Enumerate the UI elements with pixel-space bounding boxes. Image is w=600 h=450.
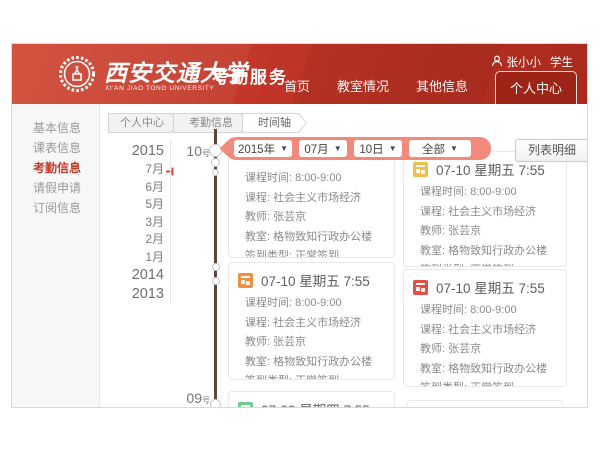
card-row-course-time: 课程时间: 8:00-9:00 [420, 304, 517, 316]
attendance-type-icon [238, 401, 253, 407]
university-name-cn: 西安交通大学 [104, 60, 248, 87]
person-icon [491, 55, 503, 70]
timeline-node [212, 263, 220, 271]
timeline-node [210, 399, 221, 407]
app-window: 西安交通大学 XI'AN JIAO TONG UNIVERSITY 考勤服务 张… [11, 43, 588, 408]
sidebar-item-leave-request[interactable]: 请假申请 [33, 181, 82, 195]
card-row-teacher: 教师: 张芸京 [245, 211, 307, 223]
card-row-teacher: 教师: 张芸京 [420, 225, 482, 237]
attendance-type-icon [413, 279, 428, 295]
main-content: 个人中心 考勤信息 时间轴 2015 7月 6月 5月 3月 2月 1月 201… [100, 104, 587, 407]
timeline-scale: 2015 7月 6月 5月 3月 2月 1月 2014 2013 [114, 142, 174, 304]
sidebar-item-subscription-info[interactable]: 订阅信息 [33, 201, 82, 215]
timeline-node [212, 169, 219, 176]
attendance-card: 07-10 星期五 7:55 课程时间: 8:00-9:00 课程: 社会主义市… [403, 151, 567, 267]
card-row-signin-type: 签到类型: 正常签到 [420, 261, 556, 266]
attendance-type-icon [238, 272, 253, 288]
card-title: 07-10 星期五 7:55 [436, 281, 545, 296]
year-dropdown[interactable]: 2015年 ▼ [234, 140, 292, 157]
day-dropdown[interactable]: 10日 ▼ [354, 140, 402, 157]
app-header: 西安交通大学 XI'AN JIAO TONG UNIVERSITY 考勤服务 张… [12, 44, 587, 104]
card-row-classroom: 教室: 格物致知行政办公楼 [420, 244, 548, 257]
timeline-node [211, 158, 220, 167]
sidebar-item-basic-info[interactable]: 基本信息 [33, 121, 82, 135]
timeline-day-10-label: 10号 [186, 143, 210, 159]
card-row-signin-type: 签到类型: 正常签到 [245, 372, 384, 379]
card-row-course: 课程: 社会主义市场经济 [420, 323, 537, 336]
chevron-down-icon: ▼ [388, 144, 397, 153]
breadcrumb-attendance-info[interactable]: 考勤信息 [173, 113, 249, 133]
scale-year-2015[interactable]: 2015 [131, 143, 164, 159]
nav-tab-personal-center[interactable]: 个人中心 [494, 71, 577, 104]
card-row-course-time: 课程时间: 8:00-9:00 [420, 186, 517, 198]
scale-month-may[interactable]: 5月 [145, 197, 164, 211]
date-filter-bar: 2015年 ▼ 07月 ▼ 10日 ▼ 全部 ▼ [219, 137, 491, 160]
card-row-course: 课程: 社会主义市场经济 [245, 316, 362, 329]
list-detail-button[interactable]: 列表明细 [515, 139, 587, 162]
timeline-node [212, 277, 220, 285]
card-title: 07-10 星期五 7:55 [436, 163, 545, 178]
attendance-type-icon [413, 161, 428, 177]
card-row-signin-type: 签到类型: 正常签到 [245, 250, 340, 258]
timeline-day-09-label: 09号 [186, 390, 210, 406]
scale-month-feb[interactable]: 2月 [145, 232, 164, 246]
user-name: 张小小 [506, 57, 542, 69]
card-title: 07-10 星期五 7:55 [261, 274, 370, 289]
card-row-classroom: 教室: 格物致知行政办公楼 [245, 355, 373, 368]
card-row-course: 课程: 社会主义市场经济 [245, 191, 362, 204]
card-row-signin-type: 签到类型: 正常签到 [420, 379, 556, 386]
breadcrumb-timeline[interactable]: 时间轴 [242, 113, 307, 133]
app-title: 考勤服务 [212, 68, 288, 87]
card-row-teacher: 教师: 张芸京 [420, 343, 482, 355]
sidebar-item-schedule-info[interactable]: 课表信息 [33, 141, 82, 155]
sidebar-item-attendance-info[interactable]: 考勤信息 [33, 161, 82, 175]
month-dropdown[interactable]: 07月 ▼ [299, 140, 347, 157]
scale-divider [170, 140, 171, 304]
breadcrumb-personal-center[interactable]: 个人中心 [108, 113, 180, 133]
card-row-teacher: 教师: 张芸京 [245, 336, 307, 348]
scale-year-2014[interactable]: 2014 [131, 267, 164, 283]
card-row-classroom: 教室: 格物致知行政办公楼 [420, 362, 548, 375]
attendance-card: 课程时间: 8:00-9:00 课程: 社会主义市场经济 教师: 张芸京 教室:… [228, 140, 395, 258]
university-name-en: XI'AN JIAO TONG UNIVERSITY [105, 85, 215, 92]
nav-item-classrooms[interactable]: 教室情况 [336, 79, 389, 94]
main-nav: 首页 教室情况 其他信息 个人中心 [284, 71, 577, 104]
scale-month-jun[interactable]: 6月 [145, 179, 164, 194]
university-seal-logo [58, 55, 96, 93]
breadcrumb: 个人中心 考勤信息 时间轴 [108, 113, 307, 133]
type-dropdown[interactable]: 全部 ▼ [409, 140, 471, 157]
scale-month-jul[interactable]: 7月 [114, 161, 174, 179]
nav-item-other-info[interactable]: 其他信息 [415, 79, 468, 94]
attendance-card: 07-10 星期五 7:55 课程时间: 8:00-9:00 课程: 社会主义市… [228, 262, 395, 380]
scale-month-jan[interactable]: 1月 [145, 249, 164, 264]
scale-year-2013[interactable]: 2013 [131, 286, 164, 302]
sidebar: 基本信息 课表信息 考勤信息 请假申请 订阅信息 [12, 104, 100, 407]
nav-item-home[interactable]: 首页 [283, 79, 310, 94]
chevron-down-icon: ▼ [280, 144, 288, 153]
chevron-down-icon: ▼ [450, 144, 458, 153]
card-row-classroom: 教室: 格物致知行政办公楼 [245, 230, 373, 243]
attendance-card: 07-09 星期四 7:55 [228, 391, 395, 407]
chevron-down-icon: ▼ [333, 144, 342, 153]
attendance-card [407, 400, 563, 407]
card-title: 07-09 星期四 7:55 [261, 399, 370, 407]
user-role: 学生 [550, 57, 573, 69]
card-row-course: 课程: 社会主义市场经济 [420, 205, 537, 218]
scale-month-mar[interactable]: 3月 [145, 214, 164, 229]
current-month-marker [166, 165, 176, 183]
card-row-course-time: 课程时间: 8:00-9:00 [245, 172, 342, 184]
user-account[interactable]: 张小小 学生 [491, 54, 573, 70]
attendance-card: 07-10 星期五 7:55 课程时间: 8:00-9:00 课程: 社会主义市… [403, 269, 567, 387]
card-row-course-time: 课程时间: 8:00-9:00 [245, 297, 342, 309]
filter-bar-arrow [219, 140, 236, 157]
timeline-node [209, 144, 222, 157]
